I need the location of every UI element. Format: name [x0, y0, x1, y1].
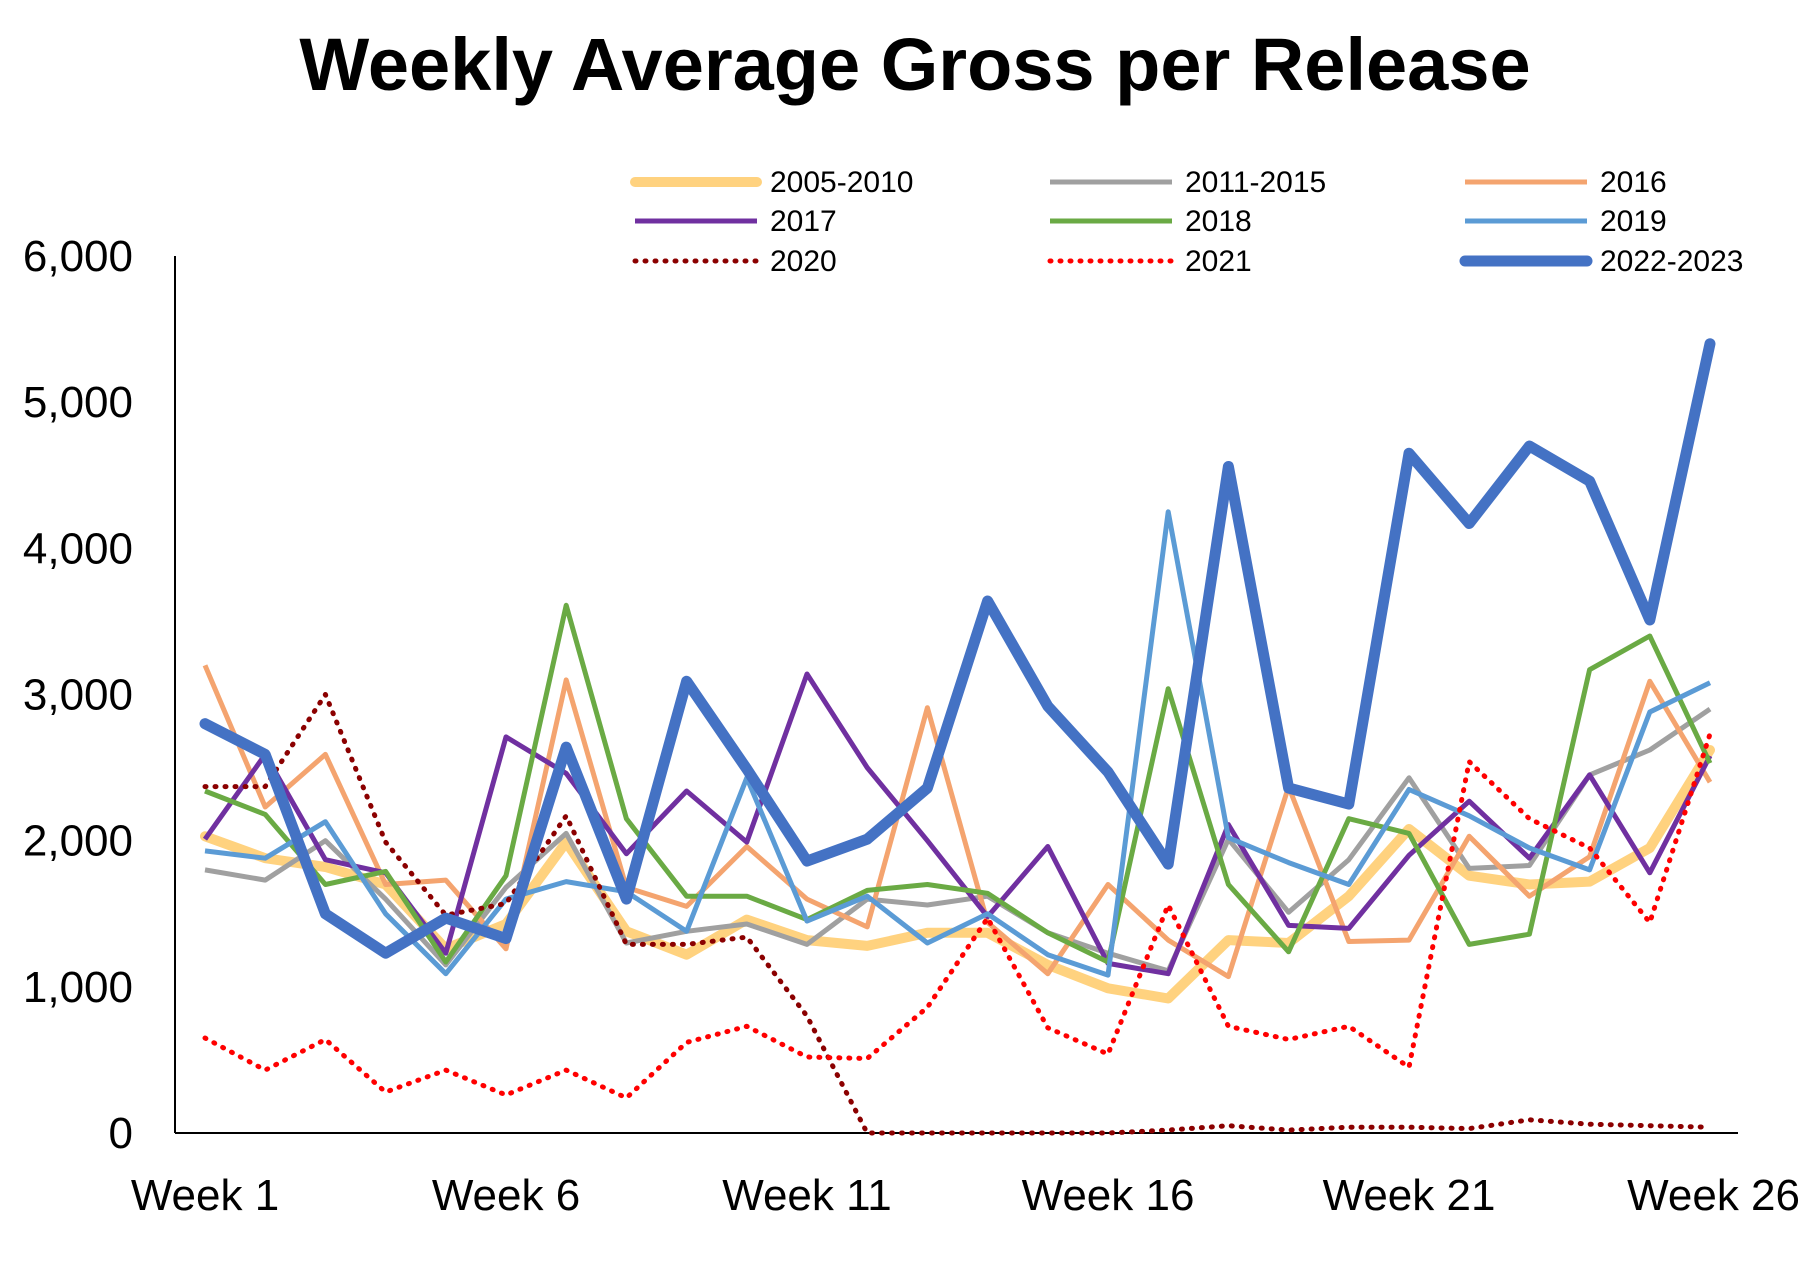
y-tick-label: 0: [109, 1109, 133, 1158]
legend-item: 2019: [1465, 205, 1667, 238]
legend-label: 2019: [1600, 205, 1667, 238]
series-lines: [199, 338, 1716, 1136]
x-tick-label: Week 1: [131, 1171, 279, 1220]
x-tick-label: Week 6: [432, 1171, 580, 1220]
legend-label: 2022-2023: [1600, 245, 1743, 278]
legend-item: 2021: [1047, 245, 1252, 278]
legend-label: 2017: [770, 205, 837, 238]
legend-label: 2005-2010: [770, 166, 913, 199]
legend-item: 2022-2023: [1459, 245, 1743, 278]
y-tick-label: 6,000: [23, 232, 133, 281]
y-tick-label: 2,000: [23, 817, 133, 866]
series-line-2021: [202, 731, 1713, 1101]
legend-item: 2018: [1050, 205, 1252, 238]
series-line-2020: [202, 692, 1713, 1136]
series-line-2018: [204, 602, 1713, 965]
legend-item: 2005-2010: [630, 166, 913, 199]
x-tick-label: Week 16: [1022, 1171, 1195, 1220]
series-line-2022-2023: [199, 338, 1716, 959]
y-tick-label: 4,000: [23, 524, 133, 573]
x-tick-label: Week 26: [1627, 1171, 1800, 1220]
tick-labels: 0 1,000 2,000 3,000 4,000 5,000 6,000 Week 1 Wee…: [23, 232, 1800, 1220]
x-tick-label: Week 11: [722, 1171, 892, 1220]
legend-label: 2011-2015: [1185, 166, 1326, 199]
chart-title: Weekly Average Gross per Release: [299, 23, 1530, 106]
legend-item: 2020: [632, 245, 837, 278]
legend-item: 2016: [1465, 166, 1667, 199]
axes: [174, 256, 1738, 1134]
legend-label: 2020: [770, 245, 837, 278]
legend-label: 2018: [1185, 205, 1252, 238]
legend: 2005-2010 2011-2015 2016 2017 2018 2019 2020 20…: [630, 166, 1743, 278]
legend-label: 2021: [1185, 245, 1252, 278]
y-tick-label: 3,000: [23, 671, 133, 720]
legend-item: 2011-2015: [1050, 166, 1326, 199]
series-line-2016: [202, 664, 1713, 980]
y-tick-label: 5,000: [23, 378, 133, 427]
legend-label: 2016: [1600, 166, 1667, 199]
x-tick-label: Week 21: [1323, 1171, 1496, 1220]
y-tick-label: 1,000: [23, 963, 133, 1012]
legend-item: 2017: [635, 205, 837, 238]
